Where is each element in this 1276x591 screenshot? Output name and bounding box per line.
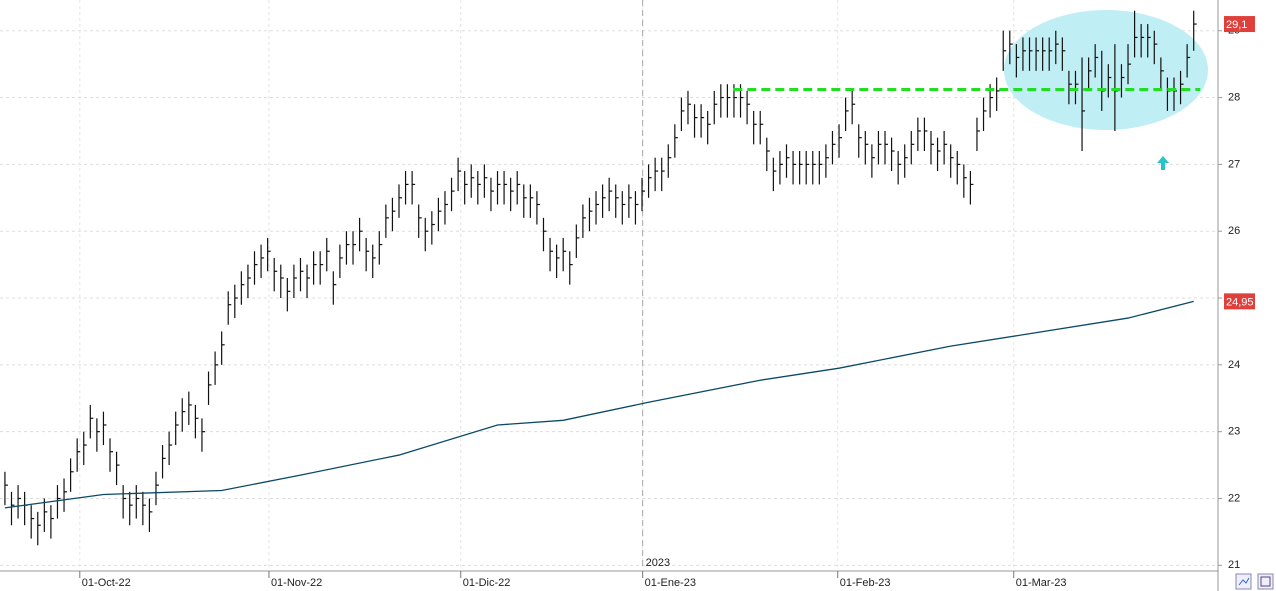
x-tick-label: 01-Dic-22 [463, 577, 511, 589]
toolbar-icons [1235, 573, 1274, 590]
save-icon-glyph [1260, 576, 1271, 587]
zoom-icon[interactable] [1235, 573, 1252, 590]
year-label: 2023 [646, 557, 670, 569]
y-tick-label: 26 [1228, 225, 1240, 237]
y-tick-label: 24 [1228, 359, 1240, 371]
price-tag-label: 24,95 [1226, 296, 1254, 308]
save-icon[interactable] [1257, 573, 1274, 590]
y-tick-label: 22 [1228, 492, 1240, 504]
zoom-icon-glyph [1238, 577, 1250, 586]
x-tick-label: 01-Nov-22 [271, 577, 322, 589]
marks [4, 10, 1201, 546]
y-tick-label: 28 [1228, 91, 1240, 103]
axes: 21222324252627282901-Oct-2201-Nov-2201-D… [79, 16, 1255, 589]
y-tick-label: 23 [1228, 426, 1240, 438]
y-tick-label: 21 [1228, 559, 1240, 571]
x-tick-label: 01-Oct-22 [82, 577, 131, 589]
price-tag-label: 29,1 [1226, 19, 1247, 31]
grid [0, 0, 1218, 570]
x-tick-label: 01-Ene-23 [645, 577, 696, 589]
x-tick-label: 01-Mar-23 [1016, 577, 1067, 589]
up-arrow [1157, 156, 1169, 170]
highlight-ellipse [1004, 10, 1208, 130]
x-tick-label: 01-Feb-23 [840, 577, 891, 589]
price-tag [1224, 16, 1255, 33]
moving-average [4, 300, 1194, 509]
y-tick-label: 27 [1228, 158, 1240, 170]
price-tag [1224, 293, 1255, 310]
